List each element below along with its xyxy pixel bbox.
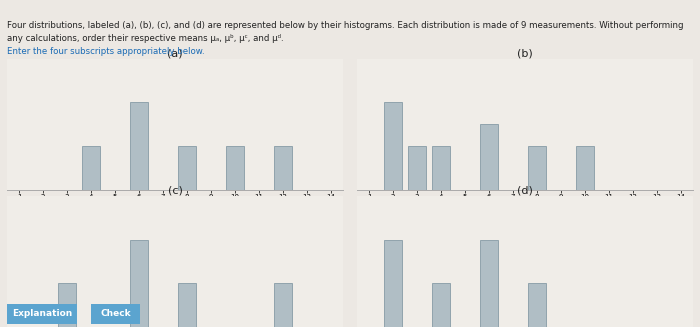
Text: any calculations, order their respective means μₐ, μᵇ, μᶜ, and μᵈ.: any calculations, order their respective… [7, 34, 284, 43]
Bar [130, 102, 148, 190]
Title: (a): (a) [167, 48, 183, 58]
Bar [130, 240, 148, 327]
Bar [82, 146, 100, 190]
Bar [384, 240, 402, 327]
Bar [274, 146, 292, 190]
Bar [274, 284, 292, 327]
Text: Enter the four subscripts appropriately below.: Enter the four subscripts appropriately … [7, 47, 204, 57]
Bar [58, 284, 76, 327]
Bar [528, 146, 546, 190]
Text: Explanation: Explanation [12, 309, 72, 318]
Bar [480, 240, 498, 327]
Bar [528, 284, 546, 327]
Bar [576, 146, 594, 190]
Bar [432, 146, 450, 190]
Bar [408, 146, 426, 190]
Bar [432, 284, 450, 327]
Bar [226, 146, 244, 190]
Title: (d): (d) [517, 185, 533, 196]
Title: (b): (b) [517, 48, 533, 58]
Bar [178, 146, 196, 190]
Bar [178, 284, 196, 327]
Text: Check: Check [100, 309, 131, 318]
Title: (c): (c) [167, 185, 183, 196]
Bar [480, 124, 498, 190]
Bar [384, 102, 402, 190]
Text: Four distributions, labeled (a), (b), (c), and (d) are represented below by thei: Four distributions, labeled (a), (b), (c… [7, 21, 683, 30]
